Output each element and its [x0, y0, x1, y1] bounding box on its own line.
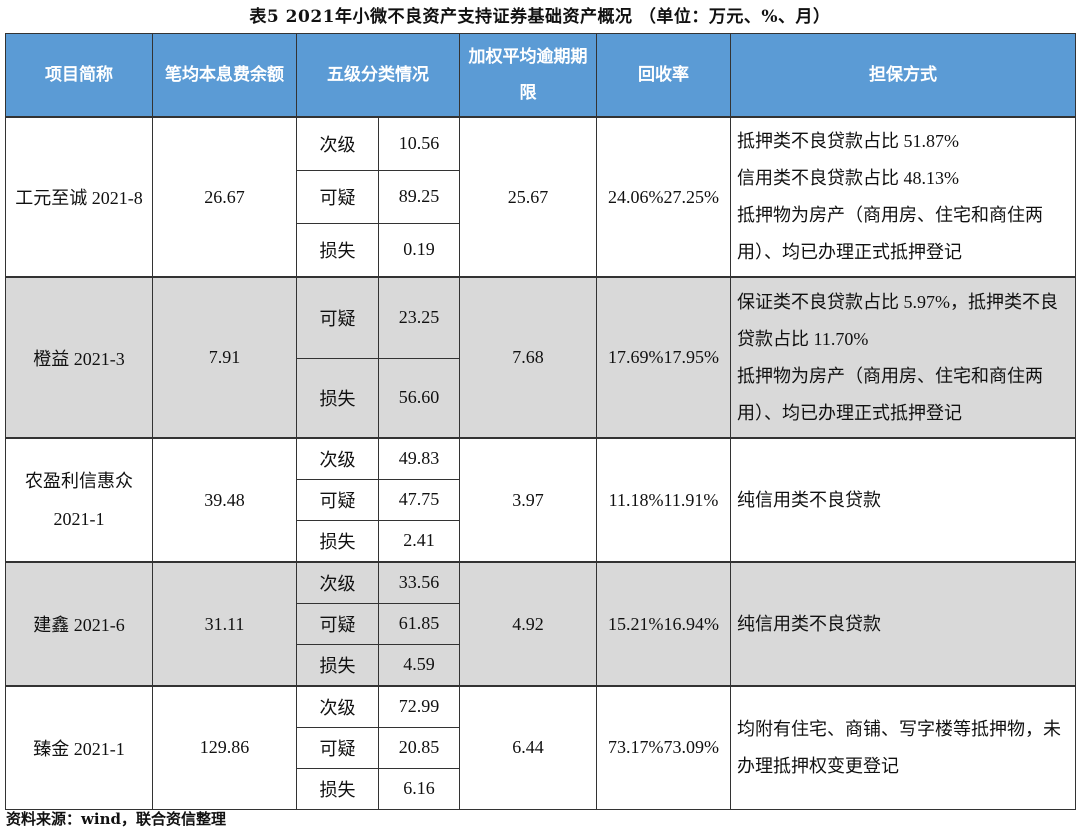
- class-label: 可疑: [296, 169, 379, 224]
- class-label: 可疑: [296, 478, 379, 521]
- class-value: 2.41: [378, 519, 460, 563]
- class-value: 20.85: [378, 726, 460, 769]
- table-row: 损失 0.19: [6, 222, 1076, 278]
- class-label: 可疑: [296, 726, 379, 769]
- table-title: 表5 2021年小微不良资产支持证券基础资产概况 （单位：万元、%、月）: [249, 7, 831, 27]
- overdue-period: 7.68: [459, 276, 597, 439]
- overdue-period: 6.44: [459, 685, 597, 810]
- class-value: 4.59: [378, 643, 460, 687]
- guarantee-method: 纯信用类不良贷款: [730, 561, 1076, 687]
- table-row: 农盈利信惠众 2021-1 39.48 次级 49.83 3.97 11.18%11.91…: [5, 437, 1076, 563]
- table-row: 建鑫 2021-6 31.11 次级 33.56 4.92 15.21%16.94% 纯信用…: [5, 561, 1076, 687]
- project-name: 建鑫 2021-6: [5, 561, 153, 687]
- guarantee-line: 均附有住宅、商铺、写字楼等抵押物，未办理抵押权变更登记: [737, 718, 1061, 776]
- overdue-period: 4.92: [459, 561, 597, 687]
- class-value: 23.25: [378, 276, 460, 359]
- table-row: 可疑 47.75: [6, 478, 1076, 521]
- class-label: 可疑: [296, 602, 379, 645]
- guarantee-method: 纯信用类不良贷款: [730, 437, 1076, 563]
- project-name: 工元至诚 2021-8: [5, 116, 153, 278]
- class-value: 61.85: [378, 602, 460, 645]
- guarantee-method: 保证类不良贷款占比 5.97%，抵押类不良贷款占比 11.70% 抵押物为房产（商…: [730, 276, 1076, 439]
- table-row: 损失 2.41: [6, 519, 1076, 563]
- class-value: 47.75: [378, 478, 460, 521]
- avg-balance: 26.67: [152, 116, 297, 278]
- class-value: 56.60: [378, 357, 460, 439]
- class-label: 损失: [296, 767, 379, 810]
- recovery-rate: 11.18%11.91%: [596, 437, 731, 563]
- avg-balance: 129.86: [152, 685, 297, 810]
- guarantee-line: 抵押物为房产（商用房、住宅和商住两用）、均已办理正式抵押登记: [737, 205, 1043, 262]
- class-value: 49.83: [378, 437, 460, 480]
- guarantee-method: 均附有住宅、商铺、写字楼等抵押物，未办理抵押权变更登记: [730, 685, 1076, 810]
- class-label: 次级: [296, 685, 379, 728]
- table-row: 可疑 20.85: [6, 726, 1076, 769]
- class-value: 0.19: [378, 222, 460, 278]
- table-row: 臻金 2021-1 129.86 次级 72.99 6.44 73.17%73.09% 均附…: [5, 685, 1076, 810]
- class-label: 次级: [296, 561, 379, 604]
- guarantee-line: 纯信用类不良贷款: [737, 489, 881, 510]
- source-note: 资料来源：wind，联合资信整理: [6, 810, 227, 828]
- class-label: 损失: [296, 519, 379, 563]
- asset-table: 项目简称 笔均本息费余额 五级分类情况 加权平均逾期期限 回收率 担保方式 工元…: [5, 33, 1076, 810]
- class-value: 89.25: [378, 169, 460, 224]
- class-value: 72.99: [378, 685, 460, 728]
- recovery-rate: 24.06%27.25%: [596, 116, 731, 278]
- header-row: 项目简称 笔均本息费余额 五级分类情况 加权平均逾期期限 回收率 担保方式: [5, 33, 1076, 118]
- project-name: 臻金 2021-1: [5, 685, 153, 810]
- header-classification: 五级分类情况: [296, 33, 460, 118]
- header-overdue: 加权平均逾期期限: [459, 33, 597, 118]
- class-label: 次级: [296, 437, 379, 480]
- guarantee-line: 抵押物为房产（商用房、住宅和商住两用）、均已办理正式抵押登记: [737, 365, 1043, 423]
- overdue-period: 3.97: [459, 437, 597, 563]
- header-guarantee: 担保方式: [730, 33, 1076, 118]
- class-label: 损失: [296, 357, 379, 439]
- class-label: 损失: [296, 643, 379, 687]
- recovery-rate: 15.21%16.94%: [596, 561, 731, 687]
- project-name: 橙益 2021-3: [5, 276, 153, 439]
- class-value: 10.56: [378, 116, 460, 171]
- class-label: 次级: [296, 116, 379, 171]
- table-row: 可疑 89.25: [6, 169, 1076, 224]
- guarantee-line: 抵押类不良贷款占比 51.87%: [737, 131, 959, 151]
- guarantee-line: 纯信用类不良贷款: [737, 613, 881, 634]
- class-label: 损失: [296, 222, 379, 278]
- project-name-text: 农盈利信惠众 2021-1: [25, 471, 133, 529]
- header-recovery: 回收率: [596, 33, 731, 118]
- guarantee-line: 保证类不良贷款占比 5.97%，抵押类不良贷款占比 11.70%: [737, 291, 1058, 349]
- table-row: 损失 6.16: [6, 767, 1076, 810]
- table-row: 损失 4.59: [6, 643, 1076, 687]
- class-label: 可疑: [296, 276, 379, 359]
- table-row: 工元至诚 2021-8 26.67 次级 10.56 25.67 24.06%27.25%…: [5, 116, 1076, 278]
- avg-balance: 39.48: [152, 437, 297, 563]
- table-row: 损失 56.60: [6, 357, 1076, 439]
- table-row: 橙益 2021-3 7.91 可疑 23.25 7.68 17.69%17.95% 保证类不…: [5, 276, 1076, 439]
- recovery-rate: 73.17%73.09%: [596, 685, 731, 810]
- overdue-period: 25.67: [459, 116, 597, 278]
- guarantee-line: 信用类不良贷款占比 48.13%: [737, 168, 959, 188]
- table-row: 可疑 61.85: [6, 602, 1076, 645]
- header-balance: 笔均本息费余额: [152, 33, 297, 118]
- avg-balance: 31.11: [152, 561, 297, 687]
- header-name: 项目简称: [5, 33, 153, 118]
- avg-balance: 7.91: [152, 276, 297, 439]
- project-name: 农盈利信惠众 2021-1: [5, 437, 153, 563]
- recovery-rate: 17.69%17.95%: [596, 276, 731, 439]
- guarantee-method: 抵押类不良贷款占比 51.87% 信用类不良贷款占比 48.13% 抵押物为房产（商…: [730, 116, 1076, 278]
- class-value: 6.16: [378, 767, 460, 810]
- class-value: 33.56: [378, 561, 460, 604]
